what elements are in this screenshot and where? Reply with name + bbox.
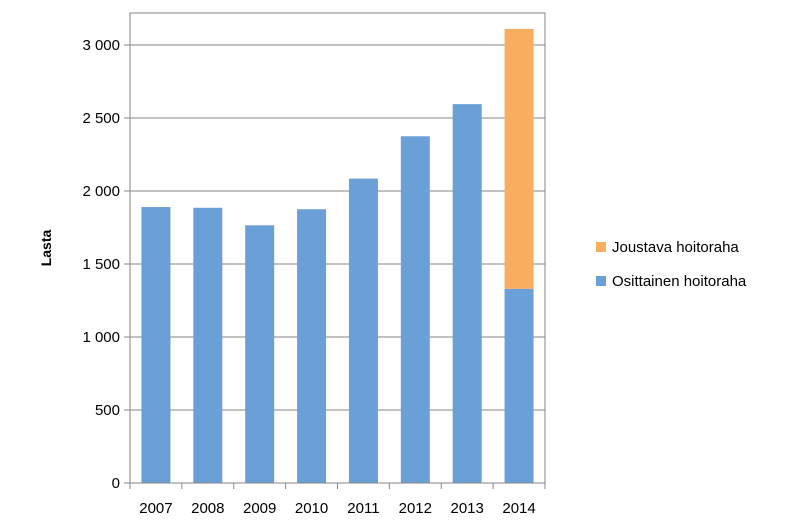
bar-joustava-hoitoraha-2014 (504, 28, 534, 289)
axes (124, 12, 546, 489)
y-axis-title: Lasta (38, 230, 54, 267)
y-tick-label: 1 000 (82, 329, 120, 346)
y-tick-label: 2 000 (82, 183, 120, 200)
legend-swatch (596, 242, 606, 252)
x-tick-label: 2008 (191, 500, 224, 517)
y-tick-label: 2 500 (82, 110, 120, 127)
y-tick-label: 1 500 (82, 256, 120, 273)
plot-area-border (129, 12, 546, 484)
legend: Joustava hoitoraha Osittainen hoitoraha (596, 239, 747, 290)
bar-osittainen-hoitoraha-2011 (348, 178, 378, 483)
bar-osittainen-hoitoraha-2008 (193, 207, 223, 484)
tick-labels: 0 500 1 000 1 500 2 000 2 500 3 000 2007 2008 200… (82, 37, 535, 517)
x-tick-label: 2011 (347, 500, 379, 517)
y-tick-label: 3 000 (82, 37, 120, 54)
x-tick-label: 2010 (295, 500, 328, 517)
legend-label: Joustava hoitoraha (612, 239, 739, 256)
x-tick-label: 2014 (502, 500, 535, 517)
y-tick-label: 500 (95, 402, 120, 419)
y-tick-label: 0 (112, 475, 120, 492)
bar-osittainen-hoitoraha-2007 (141, 207, 171, 483)
legend-label: Osittainen hoitoraha (612, 273, 747, 290)
bar-osittainen-hoitoraha-2010 (297, 209, 327, 483)
x-tick-label: 2007 (139, 500, 172, 517)
x-tick-label: 2009 (243, 500, 276, 517)
bar-osittainen-hoitoraha-2013 (452, 104, 482, 483)
x-tick-label: 2013 (451, 500, 484, 517)
bars (141, 28, 534, 484)
bar-osittainen-hoitoraha-2012 (400, 136, 430, 483)
x-tick-label: 2012 (399, 500, 432, 517)
gridlines (130, 44, 545, 411)
bar-osittainen-hoitoraha-2009 (245, 225, 275, 483)
legend-swatch (596, 276, 606, 286)
bar-osittainen-hoitoraha-2014 (504, 288, 534, 483)
